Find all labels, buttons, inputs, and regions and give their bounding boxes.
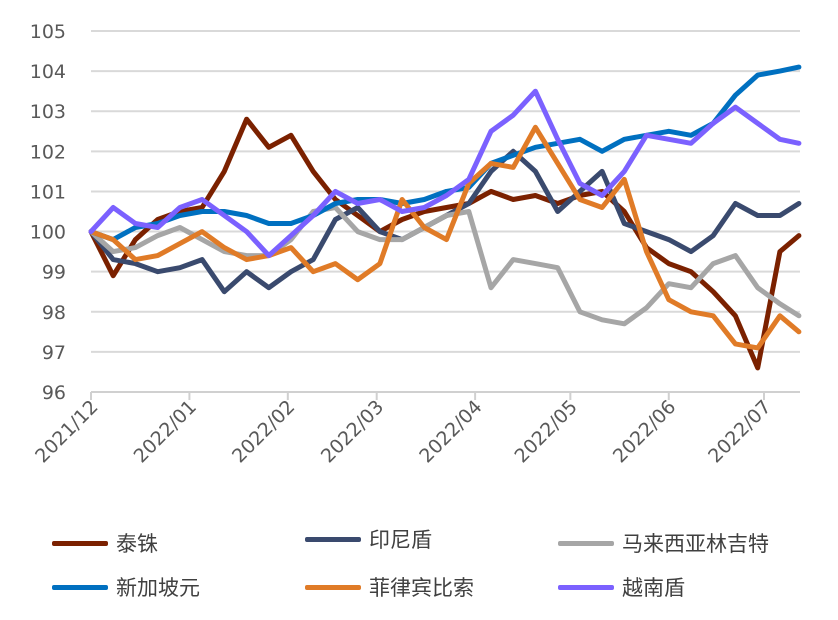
- series-line-2: [88, 205, 802, 327]
- x-tick-label: 2022/06: [609, 396, 680, 467]
- y-tick-label: 98: [42, 302, 66, 324]
- x-tick-label: 2022/04: [415, 396, 486, 467]
- y-axis: 96 97 98 99 100 101 102 103 104 105: [30, 21, 66, 404]
- y-tick-label: 96: [42, 382, 66, 404]
- y-tick-label: 103: [30, 101, 66, 123]
- y-tick-label: 100: [30, 222, 66, 244]
- x-tick-label: 2021/12: [31, 396, 102, 467]
- x-tick-label: 2022/05: [511, 396, 582, 467]
- x-tick-label: 2022/07: [704, 396, 775, 467]
- series-lines: [88, 64, 802, 371]
- y-tick-label: 104: [30, 61, 66, 83]
- y-tick-label: 105: [30, 21, 66, 43]
- x-tick-label: 2022/02: [228, 396, 299, 467]
- series-line-5: [88, 88, 802, 259]
- y-tick-label: 101: [30, 181, 66, 203]
- y-tick-label: 99: [42, 262, 66, 284]
- y-tick-label: 97: [42, 342, 66, 364]
- series-line-0: [88, 116, 802, 371]
- y-tick-label: 102: [30, 141, 66, 163]
- series-line-3: [88, 64, 802, 243]
- x-axis: 2021/12 2022/01 2022/02 2022/03 2022/04 2022/…: [31, 391, 800, 467]
- x-tick-label: 2022/01: [130, 396, 201, 467]
- x-tick-label: 2022/03: [317, 396, 388, 467]
- series-line-4: [88, 124, 802, 351]
